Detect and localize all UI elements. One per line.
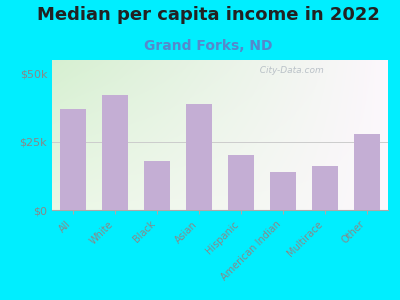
Bar	[60, 109, 86, 210]
Text: Grand Forks, ND: Grand Forks, ND	[144, 39, 272, 53]
Bar	[186, 103, 212, 210]
Text: City-Data.com: City-Data.com	[254, 66, 323, 75]
Bar	[354, 134, 380, 210]
Bar	[102, 95, 128, 210]
Bar	[144, 161, 170, 210]
Text: Median per capita income in 2022: Median per capita income in 2022	[36, 6, 380, 24]
Bar	[270, 172, 296, 210]
Bar	[228, 155, 254, 210]
Bar	[312, 167, 338, 210]
